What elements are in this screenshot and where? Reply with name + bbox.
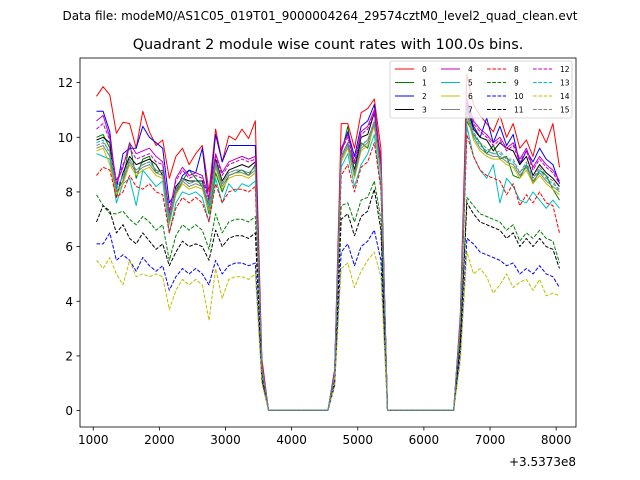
x-tick-label: 2000 bbox=[144, 433, 175, 447]
plot-lines bbox=[96, 73, 560, 411]
y-tick-label: 8 bbox=[65, 185, 73, 199]
legend-label-10: 10 bbox=[514, 92, 524, 101]
x-tick-label: 1000 bbox=[78, 433, 109, 447]
legend-label-8: 8 bbox=[514, 65, 519, 74]
legend-label-0: 0 bbox=[422, 65, 427, 74]
plot-frame bbox=[79, 57, 577, 428]
suptitle: Data file: modeM0/AS1C05_019T01_90000042… bbox=[62, 9, 577, 23]
y-tick-label: 10 bbox=[58, 131, 73, 145]
legend-label-4: 4 bbox=[468, 65, 473, 74]
legend-label-11: 11 bbox=[514, 105, 524, 114]
y-tick-label: 2 bbox=[65, 349, 73, 363]
legend-label-13: 13 bbox=[560, 78, 570, 87]
x-offset-label: +3.5373e8 bbox=[509, 455, 576, 469]
x-tick-label: 8000 bbox=[541, 433, 572, 447]
x-tick-label: 4000 bbox=[276, 433, 307, 447]
legend-label-9: 9 bbox=[514, 78, 519, 87]
legend-label-7: 7 bbox=[468, 105, 473, 114]
axes: 1000 2000 3000 4000 5000 6000 7000 800002468101… bbox=[58, 57, 577, 447]
y-tick-label: 4 bbox=[65, 295, 73, 309]
series-group bbox=[96, 73, 560, 411]
chart-title: Quadrant 2 module wise count rates with … bbox=[133, 37, 524, 53]
x-tick-label: 7000 bbox=[475, 433, 506, 447]
y-tick-label: 6 bbox=[65, 240, 73, 254]
legend-box bbox=[389, 60, 573, 119]
x-tick-label: 5000 bbox=[342, 433, 373, 447]
legend-label-15: 15 bbox=[560, 105, 570, 114]
legend-label-14: 14 bbox=[560, 92, 570, 101]
legend-label-1: 1 bbox=[422, 78, 427, 87]
series-line-15 bbox=[96, 109, 560, 411]
legend-label-5: 5 bbox=[468, 78, 473, 87]
y-tick-label: 12 bbox=[58, 76, 73, 90]
x-tick-label: 6000 bbox=[409, 433, 440, 447]
x-tick-label: 3000 bbox=[210, 433, 241, 447]
legend-label-2: 2 bbox=[422, 92, 427, 101]
y-tick-label: 0 bbox=[65, 404, 73, 418]
legend-label-3: 3 bbox=[422, 105, 427, 114]
legend-label-6: 6 bbox=[468, 92, 473, 101]
series-line-10 bbox=[96, 229, 560, 411]
legend-label-12: 12 bbox=[560, 65, 570, 74]
